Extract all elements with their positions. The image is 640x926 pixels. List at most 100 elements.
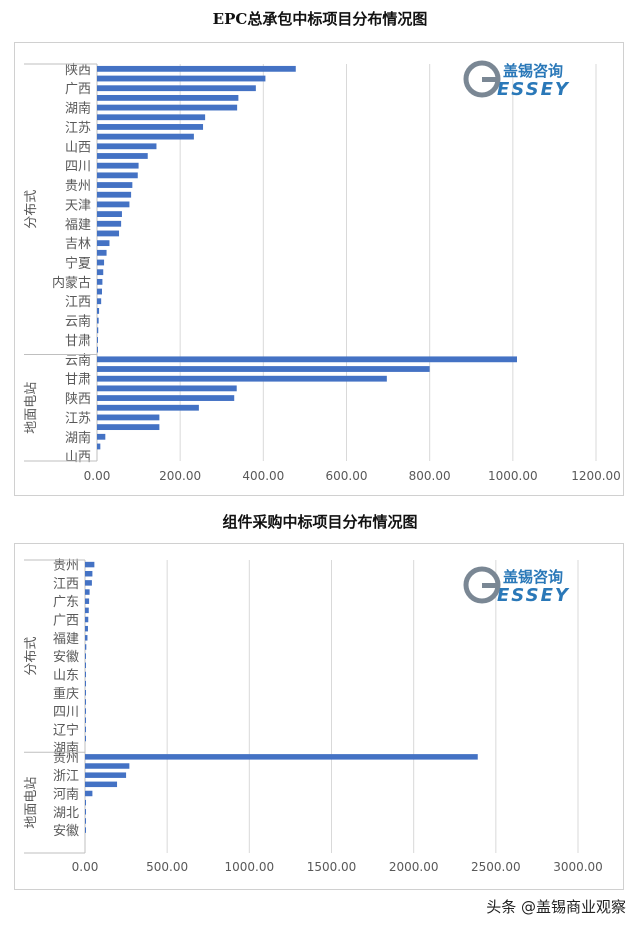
chart1-bar bbox=[97, 191, 132, 198]
chart1-group-label: 地面电站 bbox=[24, 382, 39, 434]
chart2-x-tick-label: 0.00 bbox=[72, 860, 99, 874]
chart1-bar bbox=[97, 327, 99, 334]
chart2-bar bbox=[85, 653, 86, 659]
chart1-x-tick-label: 200.00 bbox=[159, 469, 201, 483]
chart1-bar bbox=[97, 143, 157, 150]
chart1-bar bbox=[97, 356, 517, 363]
chart1-bar bbox=[97, 201, 130, 208]
chart1-bar bbox=[97, 424, 160, 431]
chart2-bar bbox=[85, 799, 86, 806]
chart1-category-label: 云南 bbox=[65, 352, 91, 368]
chart2-group-label: 地面电站 bbox=[24, 777, 39, 829]
chart1-bar bbox=[97, 94, 239, 101]
chart1-category-label: 陕西 bbox=[65, 63, 91, 78]
logo-name-en: ESSEY bbox=[497, 585, 570, 604]
chart1-bar bbox=[97, 385, 237, 392]
chart1-bar bbox=[97, 65, 296, 72]
chart1-bar bbox=[97, 182, 133, 188]
chart1-plot: 0.00 200.00 400.00 600.00 800.00 1000.00 1200.… bbox=[24, 63, 621, 483]
chart2-category-label: 河南 bbox=[53, 786, 79, 802]
chart2-bar bbox=[85, 616, 89, 623]
chart1-category-label: 福建 bbox=[65, 218, 91, 233]
chart1-category-label: 陕西 bbox=[65, 392, 91, 407]
chart1-category-label: 云南 bbox=[65, 314, 91, 330]
logo-name-en: ESSEY bbox=[497, 79, 570, 98]
chart2-category-label: 广东 bbox=[53, 595, 79, 610]
chart2-bar bbox=[85, 607, 89, 614]
chart1-bar bbox=[97, 133, 194, 140]
chart2-bar bbox=[85, 625, 88, 632]
chart2-bar bbox=[85, 754, 478, 760]
chart2-bar bbox=[85, 598, 90, 604]
chart1-bar bbox=[97, 278, 103, 285]
chart2-bar bbox=[85, 671, 86, 678]
chart2-bar bbox=[85, 726, 86, 733]
chart2-category-label: 广西 bbox=[53, 614, 79, 629]
logo-name-cn: 盖锡咨询 bbox=[503, 568, 563, 586]
chart1-bar bbox=[97, 288, 102, 295]
chart1-category-label: 甘肃 bbox=[65, 334, 91, 349]
chart2-category-label: 江西 bbox=[53, 577, 79, 592]
chart1-category-label: 江西 bbox=[65, 295, 91, 310]
chart1-bar bbox=[97, 414, 160, 421]
logo-name-cn: 盖锡咨询 bbox=[503, 62, 563, 80]
chart1-category-label: 天津 bbox=[65, 198, 91, 213]
chart1-bar bbox=[97, 404, 199, 411]
chart1-category-label: 广西 bbox=[65, 82, 91, 97]
chart2-bar bbox=[85, 580, 92, 586]
chart2-group-label: 分布式 bbox=[24, 637, 39, 676]
chart2-category-label: 重庆 bbox=[53, 686, 79, 702]
chart1-category-label: 山西 bbox=[65, 450, 91, 465]
chart2-category-label: 贵州 bbox=[53, 751, 79, 766]
chart2-bar bbox=[85, 781, 118, 788]
chart2-category-label: 安徽 bbox=[53, 650, 79, 665]
chart1-bar bbox=[97, 298, 102, 305]
chart1-category-label: 山西 bbox=[65, 140, 91, 155]
chart1-category-label: 吉林 bbox=[65, 237, 91, 252]
chart1-category-label: 湖南 bbox=[65, 101, 91, 117]
chart2-category-label: 福建 bbox=[53, 632, 79, 647]
chart1-bar bbox=[97, 308, 100, 314]
chart1-bar bbox=[97, 240, 110, 247]
chart1-x-tick-label: 0.00 bbox=[84, 469, 111, 483]
chart2-plot: 0.00 500.00 1000.00 1500.00 2000.00 2500.00 30… bbox=[24, 559, 603, 874]
chart1-category-label: 江苏 bbox=[65, 410, 91, 426]
chart1-group-label: 分布式 bbox=[24, 190, 39, 229]
chart1-bar bbox=[97, 75, 266, 82]
chart1-bar bbox=[97, 172, 138, 179]
chart2-bar bbox=[85, 772, 127, 778]
chart2-bar bbox=[85, 763, 130, 769]
chart2-category-label: 四川 bbox=[53, 705, 79, 720]
chart2-x-tick-label: 1500.00 bbox=[307, 860, 357, 874]
chart2-x-tick-label: 2000.00 bbox=[389, 860, 439, 874]
chart2-category-label: 山东 bbox=[53, 668, 79, 683]
chart1-bar bbox=[97, 395, 235, 401]
gessey-logo-1: 盖锡咨询 ESSEY bbox=[463, 60, 608, 102]
chart2-bar bbox=[85, 690, 86, 696]
chart2-category-label: 辽宁 bbox=[53, 722, 79, 738]
chart2-x-tick-label: 500.00 bbox=[146, 860, 188, 874]
chart1-bar bbox=[97, 114, 206, 121]
chart2-bar bbox=[85, 818, 86, 824]
chart1-category-label: 江苏 bbox=[65, 120, 91, 136]
chart2-panel bbox=[14, 543, 624, 890]
chart2-bar bbox=[85, 662, 86, 669]
chart1-bar bbox=[97, 249, 107, 256]
chart2-category-label: 贵州 bbox=[53, 559, 79, 574]
chart1-category-label: 宁夏 bbox=[65, 256, 91, 272]
chart1-bar bbox=[97, 211, 122, 217]
chart1-bar bbox=[97, 162, 139, 169]
chart2-title: 组件采购中标项目分布情况图 bbox=[222, 513, 418, 531]
chart2-bar bbox=[85, 635, 88, 641]
chart1-bar bbox=[97, 230, 120, 237]
chart2-bar bbox=[85, 809, 86, 815]
chart1-category-label: 内蒙古 bbox=[52, 275, 91, 291]
chart2-category-label: 湖北 bbox=[53, 806, 79, 821]
chart2-bar bbox=[85, 708, 86, 714]
chart1-bar bbox=[97, 153, 148, 159]
chart1-x-tick-label: 1200.00 bbox=[571, 469, 621, 483]
chart2-bar bbox=[85, 680, 86, 687]
chart1-bar bbox=[97, 433, 106, 440]
chart1-category-label: 四川 bbox=[65, 160, 91, 175]
chart1-x-tick-label: 400.00 bbox=[242, 469, 284, 483]
